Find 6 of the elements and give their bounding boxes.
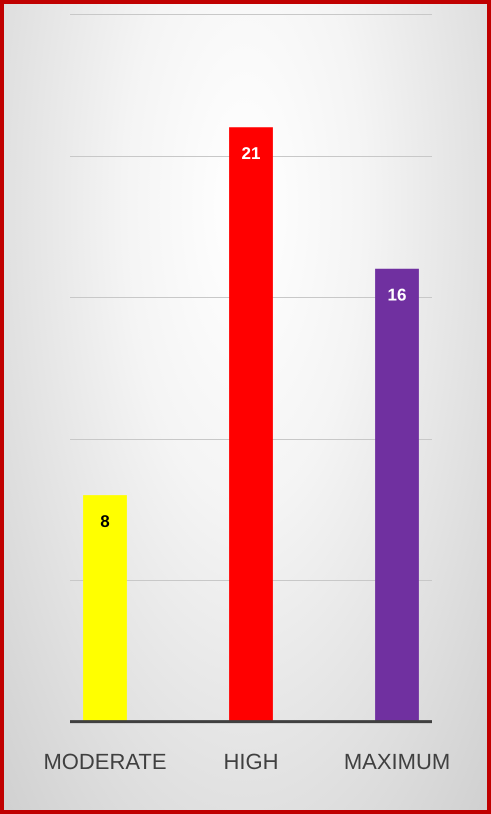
x-tick-label: MAXIMUM [344,748,450,774]
x-tick-label: HIGH [224,748,278,774]
data-label: 16 [388,285,406,304]
x-tick-label: MODERATE [43,748,167,774]
data-label: 21 [242,144,260,163]
data-label: 8 [100,512,110,531]
